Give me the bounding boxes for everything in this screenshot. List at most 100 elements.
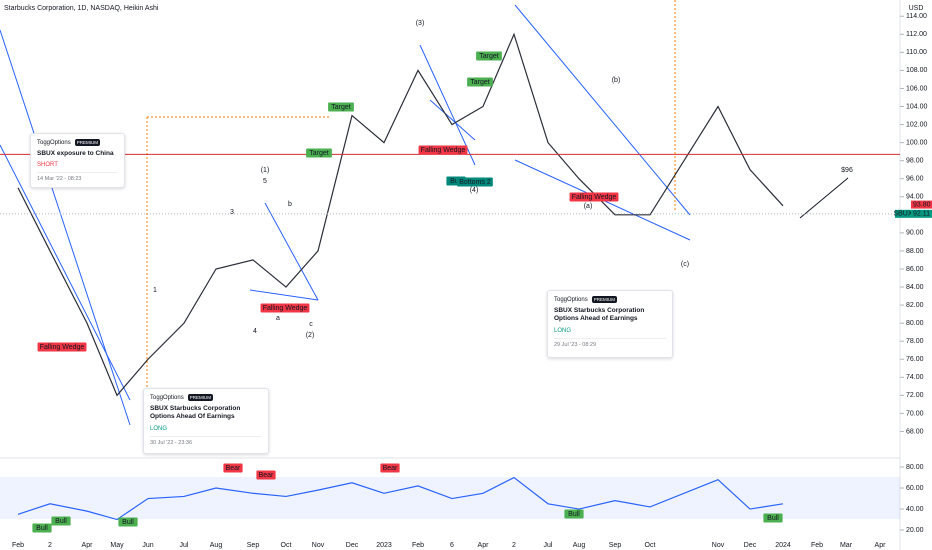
x-tick-label: Apr — [875, 542, 887, 549]
series-line — [17, 32, 784, 397]
x-tick-label: Apr — [82, 542, 94, 549]
projection-line — [799, 177, 849, 219]
y-tick-label: 114.00 — [906, 13, 927, 20]
annotation-badge — [763, 513, 783, 523]
y-tick-label: 80.00 — [906, 320, 924, 327]
idea-card[interactable]: ToggOptions PREMIUM SBUX exposure to China… — [30, 133, 125, 188]
annotation-badge — [569, 192, 619, 202]
idea-author-row: ToggOptions PREMIUM — [37, 139, 118, 146]
annotation: Bottoms 2 — [459, 179, 491, 186]
annotation-badge — [457, 177, 493, 187]
x-tick-label: Nov — [712, 542, 725, 549]
x-tick-label: 2 — [48, 542, 52, 549]
chart-title: Starbucks Corporation, 1D, NASDAQ, Heiki… — [4, 5, 159, 12]
annotation: 3 — [230, 209, 234, 216]
idea-card[interactable]: ToggOptions PREMIUM SBUX Starbucks Corpora… — [547, 290, 673, 358]
annotation: Bull — [36, 525, 48, 532]
annotation: Falling Wedge — [40, 344, 85, 351]
annotation: Bull — [55, 518, 67, 525]
y-tick-label: 40.00 — [906, 506, 924, 513]
y-tick-label: 82.00 — [906, 302, 924, 309]
idea-date: 29 Jul '23 - 08:29 — [554, 337, 666, 348]
annotation-badge — [51, 516, 71, 526]
y-tick-label: 90.00 — [906, 230, 924, 237]
x-tick-label: Dec — [346, 542, 359, 549]
x-tick-label: Feb — [811, 542, 823, 549]
annotation: (b) — [612, 77, 621, 84]
idea-badge: PREMIUM — [74, 139, 100, 146]
annotation: 5 — [263, 178, 267, 185]
x-tick-label: Feb — [12, 542, 24, 549]
annotation-badge — [564, 509, 584, 519]
y-tick-label: 80.00 — [906, 464, 924, 471]
y-tick-label: 70.00 — [906, 410, 924, 417]
x-tick-label: Aug — [210, 542, 223, 549]
annotation: (c) — [681, 261, 689, 268]
series-name: SBUX — [893, 211, 912, 218]
x-tick-label: Nov — [312, 542, 325, 549]
y-tick-label: 96.00 — [906, 176, 924, 183]
y-tick-label: 102.00 — [906, 121, 928, 128]
y-tick-label: 110.00 — [906, 49, 927, 56]
y-tick-label: 20.00 — [906, 527, 924, 534]
annotation-badge — [418, 145, 468, 155]
x-tick-label: May — [110, 542, 124, 549]
x-tick-label: Apr — [478, 542, 490, 549]
x-tick-label: Jul — [544, 542, 553, 549]
annotation-badge — [328, 102, 354, 112]
idea-title: SBUX Starbucks Corporation Options Ahead… — [554, 307, 645, 323]
idea-direction: LONG — [150, 425, 168, 432]
idea-title: SBUX Starbucks Corporation Options Ahead… — [150, 405, 241, 421]
y-tick-label: 94.00 — [906, 194, 924, 201]
annotation: (3) — [416, 20, 425, 27]
annotation: c — [309, 321, 313, 328]
x-tick-label: Aug — [573, 542, 586, 549]
idea-title: SBUX exposure to China — [37, 150, 114, 157]
y-tick-label: 112.00 — [906, 31, 927, 38]
annotation-badge — [256, 470, 276, 480]
x-tick-label: Oct — [281, 542, 292, 549]
annotation-badge — [37, 342, 87, 352]
annotation: Target — [479, 53, 499, 60]
y-tick-label: 84.00 — [906, 284, 924, 291]
y-tick-label: 78.00 — [906, 338, 924, 345]
annotation: Bear — [383, 465, 398, 472]
y-tick-label: 98.00 — [906, 158, 924, 165]
last-price-badge — [911, 209, 932, 218]
reference-price: 93.80 — [913, 201, 931, 208]
y-tick-label: 106.00 — [906, 85, 928, 92]
x-tick-label: 2023 — [376, 542, 392, 549]
idea-author: ToggOptions — [150, 394, 184, 401]
idea-author: ToggOptions — [37, 139, 71, 146]
last-price: 92.11 — [913, 211, 930, 218]
y-tick-label: 104.00 — [906, 103, 928, 110]
series-badge — [895, 209, 911, 218]
reference-badge — [911, 200, 932, 209]
x-tick-label: 2024 — [775, 542, 791, 549]
x-tick-label: Oct — [645, 542, 656, 549]
y-tick-label: 68.00 — [906, 428, 924, 435]
y-tick-label: 72.00 — [906, 392, 924, 399]
annotation: Bear — [226, 465, 241, 472]
annotation: Falling Wedge — [572, 194, 617, 201]
target-lines — [146, 0, 676, 425]
x-tick-label: 2 — [512, 542, 516, 549]
y-tick-label: 108.00 — [906, 67, 928, 74]
annotation: Target — [470, 79, 490, 86]
y-tick-label: 100.00 — [906, 139, 928, 146]
idea-card[interactable]: ToggOptions PREMIUM SBUX Starbucks Corpora… — [143, 388, 269, 454]
x-tick-label: 6 — [450, 542, 454, 549]
idea-badge: PREMIUM — [187, 394, 213, 401]
x-tick-label: Jul — [180, 542, 189, 549]
annotation-badge — [223, 463, 243, 473]
annotation-badge — [260, 303, 310, 313]
annotation: b — [288, 201, 292, 208]
idea-direction: SHORT — [37, 162, 58, 169]
x-tick-label: Sep — [609, 542, 622, 549]
x-tick-label: Feb — [412, 542, 424, 549]
annotation: Bull — [568, 511, 580, 518]
annotation-badge — [32, 523, 52, 533]
